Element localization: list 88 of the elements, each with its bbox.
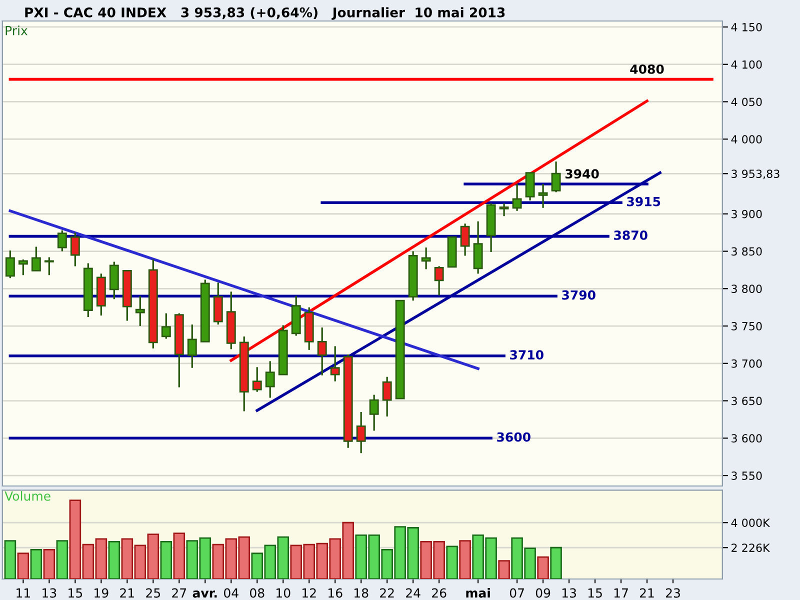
x-tick-label: 10 xyxy=(276,588,290,598)
candlestick xyxy=(525,172,535,202)
y-tick-label: 3 800 xyxy=(732,284,762,294)
bar xyxy=(30,548,42,579)
y-axis-title: Prix xyxy=(6,26,28,36)
x-tick-label: 15 xyxy=(588,588,602,598)
candlestick xyxy=(187,324,197,369)
candlestick xyxy=(57,229,67,252)
candlestick xyxy=(512,183,522,212)
y-tick-label: 4 000 xyxy=(731,135,762,144)
candlestick xyxy=(18,258,28,276)
series-label: 4080 xyxy=(630,64,664,74)
bar xyxy=(56,540,68,579)
x-tick-label: 11 xyxy=(16,588,30,598)
candlestick xyxy=(369,394,379,432)
x-tick-label: 27 xyxy=(172,588,186,598)
y-tick-label: 3 953,83 xyxy=(732,170,780,180)
candlestick xyxy=(161,312,171,340)
bar xyxy=(17,552,30,579)
x-tick-label: 07 xyxy=(510,588,524,598)
bar xyxy=(446,546,458,579)
y-tick-label: 3 850 xyxy=(732,247,762,256)
y-tick-label: 2 226K xyxy=(732,544,770,552)
bar xyxy=(108,541,120,579)
candlestick xyxy=(499,202,509,217)
series-label: 3790 xyxy=(562,290,596,300)
candlestick xyxy=(265,360,275,399)
y-tick-label: 4 150 xyxy=(731,22,762,32)
x-tick-label: 18 xyxy=(354,588,368,598)
series-label: 3710 xyxy=(510,350,544,360)
candlestick xyxy=(538,183,548,209)
x-tick-label: avr. xyxy=(192,590,217,598)
y-tick-label: 3 900 xyxy=(732,210,762,218)
x-tick-label: 15 xyxy=(68,588,82,598)
x-tick-label: 16 xyxy=(328,588,342,598)
candlestick xyxy=(135,295,145,327)
candlestick xyxy=(317,326,327,376)
x-tick-label: 21 xyxy=(120,588,134,598)
series-label: 3870 xyxy=(614,230,648,240)
candlestick xyxy=(109,260,119,300)
candlestick xyxy=(44,256,54,276)
y-tick-label: 4 000K xyxy=(731,518,770,527)
series-label: 3600 xyxy=(497,432,530,442)
y-tick-label: 3 700 xyxy=(732,359,762,368)
candlestick xyxy=(421,246,431,270)
x-tick-label: 13 xyxy=(42,588,56,598)
y-tick-label: 4 100 xyxy=(731,60,762,69)
y-tick-label: 3 650 xyxy=(732,396,762,406)
candlestick xyxy=(70,232,80,268)
x-tick-label: 26 xyxy=(432,588,446,598)
x-tick-label: 04 xyxy=(224,588,238,598)
x-tick-label: 21 xyxy=(640,588,654,598)
chart-title: PXI - CAC 40 INDEX 3 953,83 (+0,64%) Journalier 10 mai 2013 xyxy=(25,7,505,20)
x-tick-label: mai xyxy=(466,588,490,598)
candlestick xyxy=(382,376,392,418)
x-tick-label: 25 xyxy=(146,588,160,598)
candlestick xyxy=(5,250,15,280)
x-tick-label: 22 xyxy=(380,588,394,598)
y-tick-label: 3 600 xyxy=(732,434,762,443)
bar xyxy=(173,532,186,579)
candlestick xyxy=(330,345,340,382)
candlestick xyxy=(31,246,41,272)
bar xyxy=(550,546,562,579)
y-tick-label: 4 050 xyxy=(731,98,762,106)
bar xyxy=(537,556,549,579)
series-label: 3915 xyxy=(627,196,660,206)
x-tick-label: 13 xyxy=(562,588,576,598)
candlestick xyxy=(252,366,262,393)
candlestick xyxy=(356,411,366,454)
x-tick-label: 09 xyxy=(536,588,550,598)
bar xyxy=(459,540,471,579)
x-tick-label: 12 xyxy=(302,588,316,598)
bar xyxy=(160,541,172,579)
y-tick-label: 3 550 xyxy=(732,472,762,480)
y-axis-title: Volume xyxy=(4,491,50,501)
x-tick-label: 08 xyxy=(250,588,264,598)
x-tick-label: 17 xyxy=(614,588,628,598)
candlestick xyxy=(551,160,561,194)
bar xyxy=(43,548,56,579)
candlestick xyxy=(434,265,444,296)
series-label: 3940 xyxy=(565,169,599,179)
bar xyxy=(498,560,510,579)
x-tick-label: 23 xyxy=(666,588,680,598)
x-tick-label: 19 xyxy=(94,588,108,598)
bar xyxy=(4,540,16,579)
candlestick xyxy=(460,222,470,257)
y-tick-label: 3 750 xyxy=(732,322,762,330)
x-tick-label: 24 xyxy=(406,588,420,598)
